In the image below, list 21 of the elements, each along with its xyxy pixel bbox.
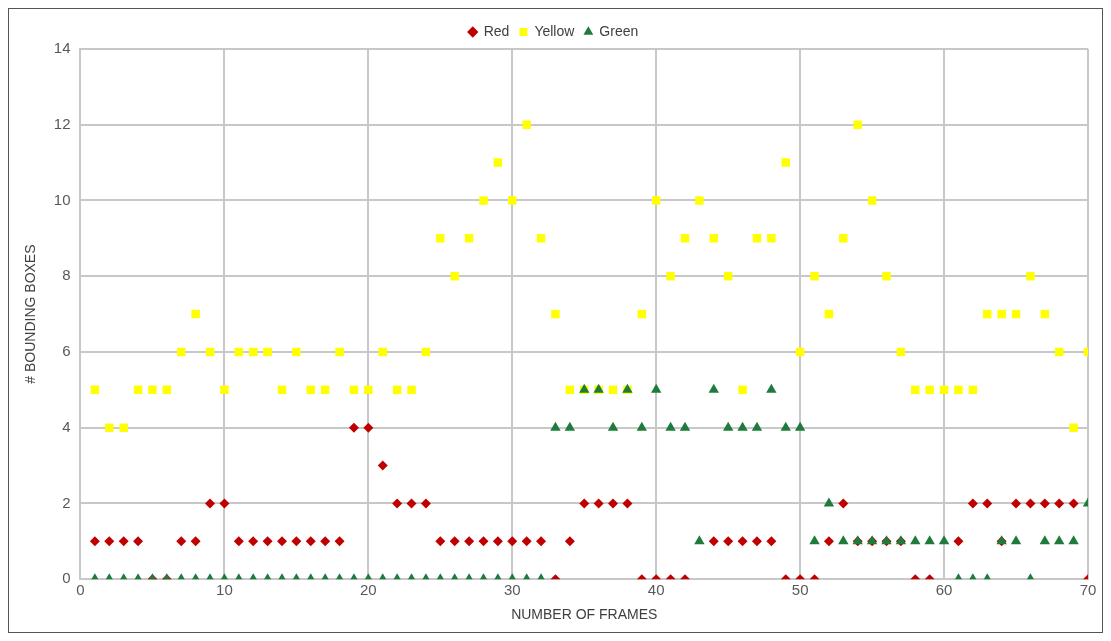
y-tick-label: 6 <box>62 342 71 360</box>
y-tick-label: 4 <box>62 417 71 435</box>
x-tick-label: 20 <box>360 581 377 599</box>
y-tick-label: 0 <box>62 569 71 587</box>
x-tick-label: 30 <box>503 581 521 599</box>
y-axis-title: # BOUNDING BOXES <box>22 244 39 384</box>
y-tick-label: 12 <box>53 114 71 132</box>
y-tick-label: 8 <box>62 266 71 284</box>
legend-label: Yellow <box>534 22 576 39</box>
legend-label: Green <box>599 22 639 39</box>
y-tick-label: 10 <box>53 190 71 208</box>
x-tick-label: 50 <box>791 581 809 599</box>
x-tick-label: 40 <box>647 581 665 599</box>
x-tick-label: 60 <box>935 581 953 599</box>
y-tick-label: 2 <box>62 493 71 511</box>
x-tick-label: 0 <box>76 581 85 599</box>
x-tick-label: 10 <box>216 581 233 599</box>
x-tick-label: 70 <box>1079 581 1097 599</box>
legend-label: Red <box>483 22 510 39</box>
x-axis-title: NUMBER OF FRAMES <box>511 606 658 623</box>
y-tick-label: 14 <box>53 39 71 57</box>
